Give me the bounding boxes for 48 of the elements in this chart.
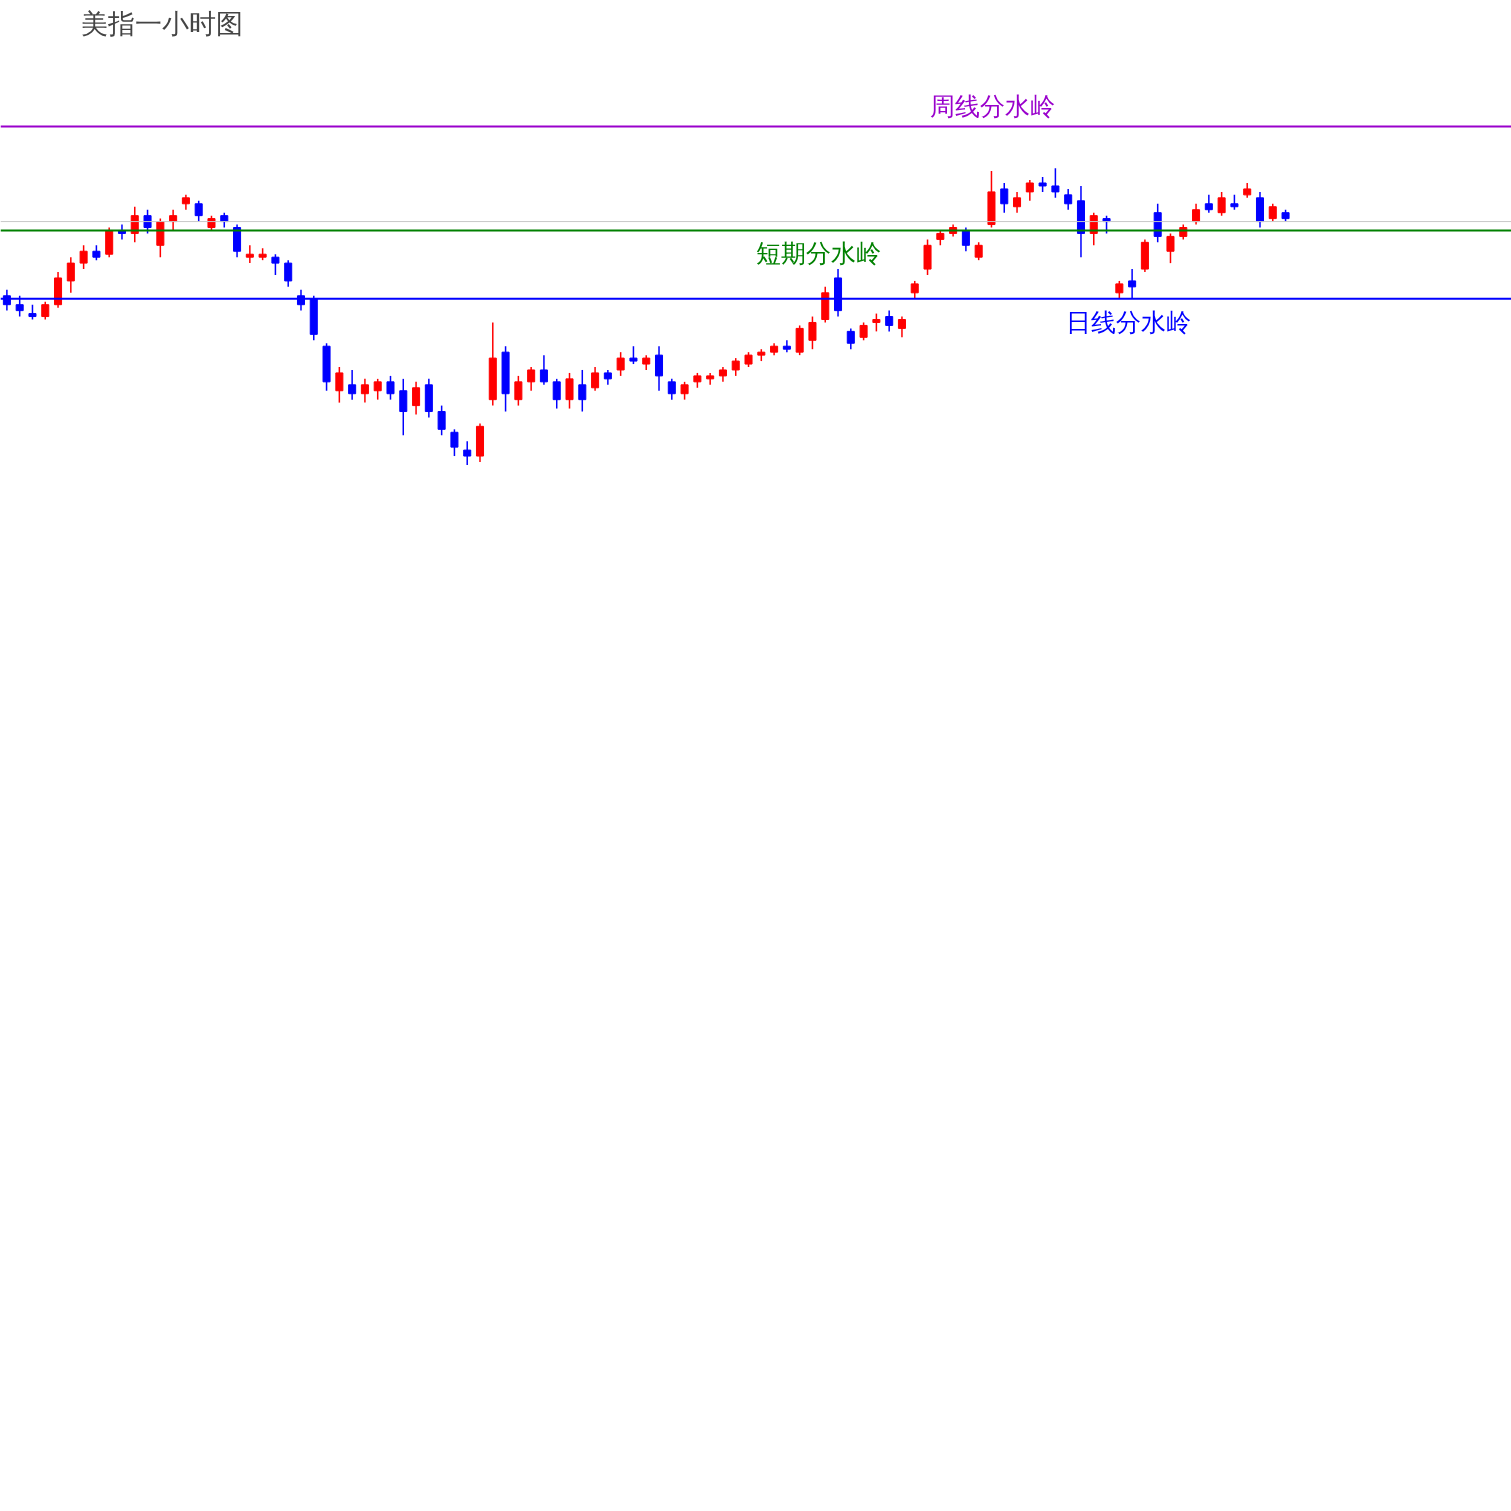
candlestick: [1166, 232, 1175, 264]
candlestick: [284, 259, 293, 288]
candlestick: [271, 253, 280, 276]
candlestick: [1064, 188, 1073, 211]
candlestick: [233, 223, 242, 258]
candlestick: [399, 378, 408, 437]
ref-line-label: 周线分水岭: [929, 90, 1055, 121]
candlestick: [1255, 191, 1264, 229]
candlestick: [1051, 167, 1060, 199]
candlestick: [552, 378, 561, 410]
candlestick: [450, 428, 459, 457]
candlestick: [1013, 191, 1022, 214]
candlestick: [348, 369, 357, 401]
ref-line-label: 日线分水岭: [1065, 306, 1191, 337]
candlestick: [437, 404, 446, 437]
candlestick: [539, 354, 548, 386]
candlestick: [1000, 182, 1009, 214]
candlestick: [591, 366, 600, 392]
candlestick: [335, 366, 344, 404]
candlestick: [923, 238, 932, 276]
candlestick: [846, 327, 855, 350]
candlestick: [961, 226, 970, 252]
candlestick: [245, 244, 254, 264]
chart-title: 美指一小时图: [80, 7, 243, 39]
candlestick: [808, 315, 817, 350]
candlestick: [79, 244, 88, 270]
candlestick: [386, 375, 395, 401]
candlestick: [527, 366, 536, 392]
candlestick: [105, 226, 114, 258]
candlestick: [373, 378, 382, 401]
ref-line-label: 短期分水岭: [756, 238, 881, 269]
candlestick: [885, 309, 894, 333]
candlestick: [578, 369, 587, 413]
candlestick: [1025, 179, 1034, 202]
candlestick: [897, 315, 906, 339]
candlestick: [795, 324, 804, 356]
candlestick: [667, 378, 676, 401]
candlestick: [565, 372, 574, 410]
candlestick: [616, 351, 625, 377]
candlestick: [1192, 203, 1201, 226]
candlestick: [66, 256, 75, 294]
candlestick: [194, 200, 203, 223]
candlestick: [1217, 191, 1226, 217]
candlestick: [412, 381, 421, 416]
candlestick: [360, 378, 369, 404]
candlestick: [463, 440, 472, 466]
candlestick: [655, 345, 664, 392]
candlestick: [514, 375, 523, 407]
